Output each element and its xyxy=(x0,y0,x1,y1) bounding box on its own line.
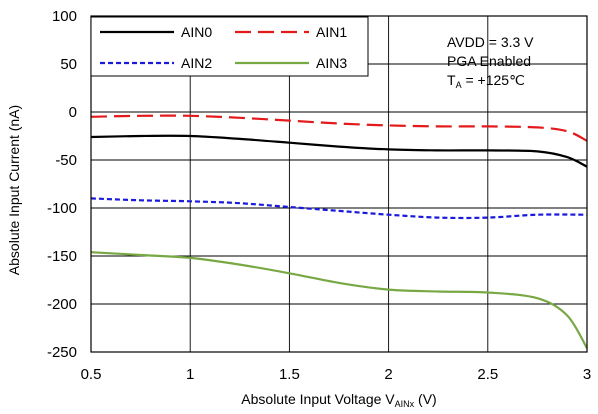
series-line-ain1 xyxy=(90,114,588,142)
y-tick-label: -150 xyxy=(47,248,77,265)
y-tick-label: -100 xyxy=(47,200,77,217)
series-line-ain3 xyxy=(90,251,588,349)
y-tick-label: -250 xyxy=(47,344,77,361)
x-axis-label-main: Absolute Input Voltage V xyxy=(241,391,395,407)
legend: AIN0 AIN1 AIN2 AIN3 xyxy=(90,16,369,77)
y-tick-label: 0 xyxy=(69,104,77,121)
x-tick-label: 0.5 xyxy=(81,366,102,383)
annotation-line-avdd: AVDD = 3.3 V xyxy=(447,34,534,50)
y-axis-label: Absolute Input Current (nA) xyxy=(6,105,22,275)
y-tick-label: 100 xyxy=(52,8,77,25)
x-axis-label-subscript: AINx xyxy=(395,399,415,409)
x-tick-label: 1 xyxy=(186,366,194,383)
x-tick-label: 2 xyxy=(384,366,392,383)
x-tick-label: 2.5 xyxy=(477,366,498,383)
legend-box xyxy=(90,16,369,77)
legend-label-ain2: AIN2 xyxy=(181,55,212,71)
x-axis-label-unit: (V) xyxy=(414,391,437,407)
condition-annotation: AVDD = 3.3 V PGA Enabled TA = +125℃ xyxy=(447,34,534,90)
series-line-ain0 xyxy=(90,134,588,168)
y-tick-label: -200 xyxy=(47,296,77,313)
plot-frame xyxy=(90,15,588,353)
legend-label-ain3: AIN3 xyxy=(316,55,347,71)
y-tick-labels: 100 50 0 -50 -100 -150 -200 -250 xyxy=(47,8,77,361)
x-tick-labels: 0.5 1 1.5 2 2.5 3 xyxy=(81,366,592,383)
series-layer xyxy=(90,114,588,349)
y-tick-label: 50 xyxy=(60,56,77,73)
x-tick-label: 1.5 xyxy=(279,366,300,383)
legend-label-ain1: AIN1 xyxy=(316,24,347,40)
series-line-ain2 xyxy=(90,197,588,220)
annotation-line-temp: TA = +125℃ xyxy=(447,72,525,90)
annotation-line-pga: PGA Enabled xyxy=(447,53,531,69)
legend-label-ain0: AIN0 xyxy=(181,24,212,40)
y-tick-label: -50 xyxy=(55,152,77,169)
x-axis-label: Absolute Input Voltage VAINx (V) xyxy=(241,391,436,409)
x-tick-label: 3 xyxy=(583,366,591,383)
